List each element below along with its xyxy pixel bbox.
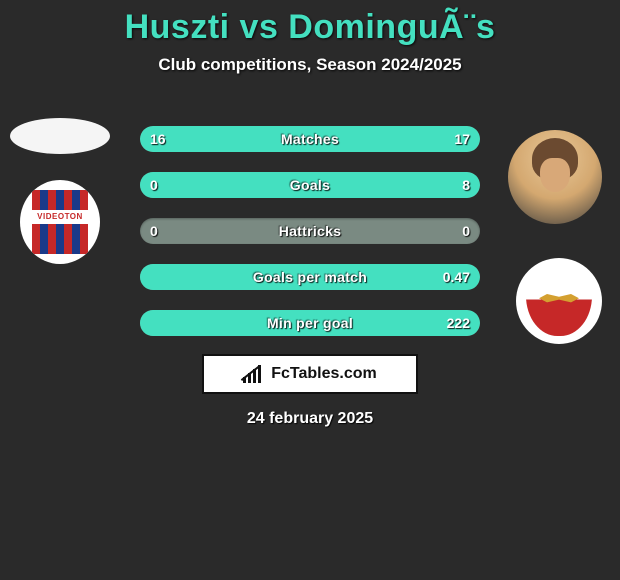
comparison-card: Huszti vs DominguÃ¨s Club competitions, … bbox=[0, 0, 620, 440]
player-right-avatar bbox=[508, 130, 602, 224]
stat-bar: Goals0 8 bbox=[140, 172, 480, 198]
stat-label: Min per goal bbox=[140, 310, 480, 336]
stat-label: Goals per match bbox=[140, 264, 480, 290]
club-right-shield bbox=[526, 266, 592, 336]
stat-bar: Min per goal222 bbox=[140, 310, 480, 336]
stat-bar: Matches16 17 bbox=[140, 126, 480, 152]
stat-value-left: 0 bbox=[150, 218, 158, 244]
stat-value-left: 0 bbox=[150, 172, 158, 198]
stat-value-right: 0 bbox=[462, 218, 470, 244]
stat-value-right: 0.47 bbox=[443, 264, 470, 290]
stat-label: Hattricks bbox=[140, 218, 480, 244]
stat-value-left: 16 bbox=[150, 126, 166, 152]
stat-bars: Matches1617Goals08Hattricks00Goals per m… bbox=[140, 126, 480, 356]
date-label: 24 february 2025 bbox=[0, 410, 620, 428]
stat-value-right: 8 bbox=[462, 172, 470, 198]
stat-bar: Hattricks0 0 bbox=[140, 218, 480, 244]
club-left-label: VIDEOTON bbox=[32, 210, 88, 224]
bar-chart-icon bbox=[243, 365, 265, 383]
stat-bar: Goals per match0.47 bbox=[140, 264, 480, 290]
brand-label: FcTables.com bbox=[271, 365, 377, 383]
stat-value-right: 222 bbox=[447, 310, 470, 336]
page-title: Huszti vs DominguÃ¨s bbox=[0, 8, 620, 47]
stat-label: Matches bbox=[140, 126, 480, 152]
club-left-badge: VIDEOTON bbox=[20, 180, 100, 264]
player-left-avatar bbox=[10, 118, 110, 154]
page-subtitle: Club competitions, Season 2024/2025 bbox=[0, 55, 620, 75]
stat-value-right: 17 bbox=[454, 126, 470, 152]
stat-label: Goals bbox=[140, 172, 480, 198]
club-right-badge bbox=[516, 258, 602, 344]
brand-box[interactable]: FcTables.com bbox=[202, 354, 418, 394]
